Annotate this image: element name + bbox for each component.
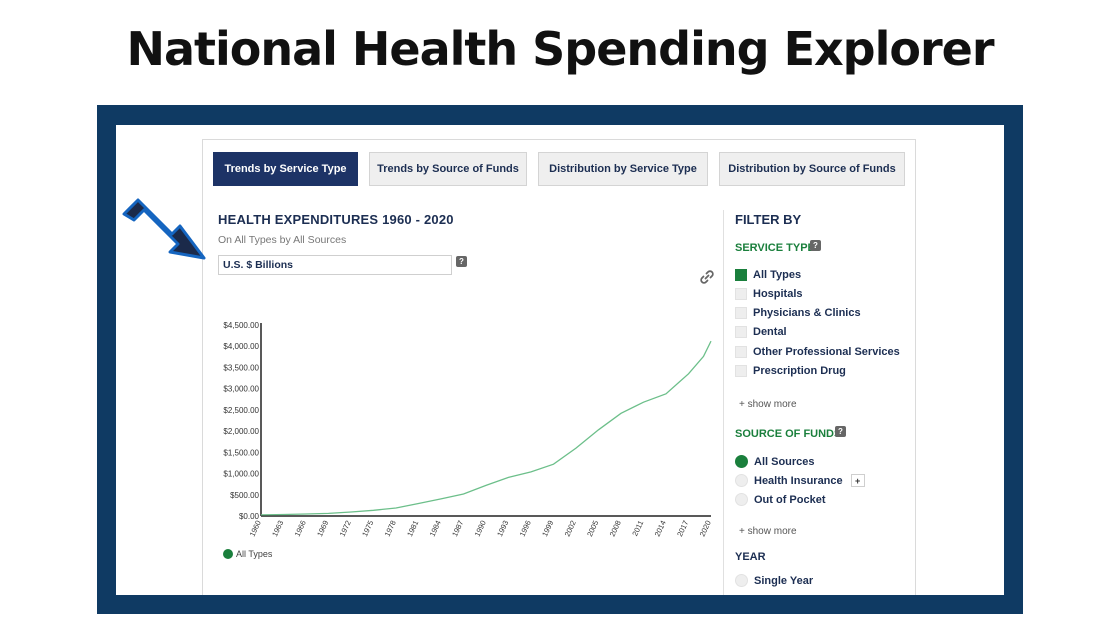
option-label: All Sources <box>754 455 815 468</box>
y-tick-label: $500.00 <box>230 491 259 500</box>
x-tick-label: 1999 <box>540 519 555 538</box>
x-tick-label: 1978 <box>383 519 398 538</box>
pointer-arrow-icon <box>122 198 206 260</box>
x-tick-label: 2011 <box>630 519 645 537</box>
x-tick-label: 2017 <box>675 519 690 538</box>
checkbox-icon[interactable] <box>735 326 747 338</box>
y-tick-label: $1,500.00 <box>223 448 259 457</box>
checkbox-icon[interactable] <box>735 269 747 281</box>
checkbox-icon[interactable] <box>735 346 747 358</box>
option-label: Physicians & Clinics <box>753 307 861 319</box>
source-option-out-of-pocket[interactable]: Out of Pocket <box>735 493 826 506</box>
expenditures-line-chart: $0.00 $500.00 $1,000.00 $1,500.00 $2,000.00 $… <box>223 321 713 538</box>
option-label: Single Year <box>754 574 814 587</box>
option-label: Hospitals <box>753 288 803 300</box>
service-type-option-hospitals[interactable]: Hospitals <box>735 288 803 300</box>
y-tick-label: $3,000.00 <box>223 385 259 394</box>
option-label: Out of Pocket <box>754 493 826 506</box>
legend-label-all-types: All Types <box>236 549 273 559</box>
tab-trends-by-service-type[interactable]: Trends by Service Type <box>213 152 358 186</box>
y-tick-label: $2,500.00 <box>223 406 259 415</box>
x-tick-label: 1990 <box>473 519 488 538</box>
service-type-option-other-professional[interactable]: Other Professional Services <box>735 346 900 358</box>
x-tick-label: 1972 <box>338 519 353 538</box>
source-of-funds-help-icon[interactable]: ? <box>835 426 846 437</box>
filter-divider <box>723 210 724 595</box>
year-heading: YEAR <box>735 551 766 563</box>
x-tick-label: 2020 <box>698 519 713 538</box>
tab-distribution-by-source-of-funds[interactable]: Distribution by Source of Funds <box>719 152 905 186</box>
option-label: Other Professional Services <box>753 346 900 358</box>
x-tick-label: 1987 <box>450 519 465 538</box>
service-type-show-more[interactable]: + show more <box>739 399 797 410</box>
year-option-single-year[interactable]: Single Year <box>735 574 813 587</box>
service-type-option-all-types[interactable]: All Types <box>735 269 801 281</box>
service-type-option-prescription-drug[interactable]: Prescription Drug <box>735 365 846 377</box>
option-label: Prescription Drug <box>753 365 846 377</box>
x-tick-label: 1963 <box>270 519 285 538</box>
option-label: Dental <box>753 326 787 338</box>
radio-icon[interactable] <box>735 493 748 506</box>
x-tick-label: 1993 <box>495 519 510 538</box>
checkbox-icon[interactable] <box>735 307 747 319</box>
x-tick-label: 1960 <box>248 519 263 538</box>
y-tick-label: $3,500.00 <box>223 363 259 372</box>
y-tick-label: $2,000.00 <box>223 427 259 436</box>
chart-subtitle: On All Types by All Sources <box>218 234 347 246</box>
explorer-panel: Trends by Service Type Trends by Source … <box>202 139 916 595</box>
source-option-health-insurance[interactable]: Health Insurance + <box>735 474 865 487</box>
option-label: Health Insurance <box>754 474 843 487</box>
page-headline: National Health Spending Explorer <box>126 22 994 76</box>
radio-icon[interactable] <box>735 455 748 468</box>
chart-title: HEALTH EXPENDITURES 1960 - 2020 <box>218 212 454 227</box>
radio-icon[interactable] <box>735 574 748 587</box>
x-tick-label: 1984 <box>428 519 443 538</box>
x-tick-label: 1975 <box>360 519 375 538</box>
y-tick-label: $4,500.00 <box>223 321 259 330</box>
tab-distribution-by-service-type[interactable]: Distribution by Service Type <box>538 152 708 186</box>
x-tick-label: 1966 <box>293 519 308 538</box>
x-tick-label: 1969 <box>315 519 330 538</box>
series-line-all-types <box>260 340 712 516</box>
radio-icon[interactable] <box>735 474 748 487</box>
x-tick-label: 2005 <box>585 519 600 538</box>
chart-legend: All Types <box>223 549 272 559</box>
service-type-option-physicians-clinics[interactable]: Physicians & Clinics <box>735 307 861 319</box>
units-select-value: U.S. $ Billions <box>223 259 294 271</box>
y-tick-label: $0.00 <box>239 512 260 521</box>
x-tick-label: 2008 <box>608 519 623 538</box>
service-type-help-icon[interactable]: ? <box>810 240 821 251</box>
source-option-all-sources[interactable]: All Sources <box>735 455 815 468</box>
source-of-funds-show-more[interactable]: + show more <box>739 526 797 537</box>
y-tick-label: $1,000.00 <box>223 470 259 479</box>
x-tick-label: 1996 <box>518 519 533 538</box>
checkbox-icon[interactable] <box>735 365 747 377</box>
x-tick-label: 2014 <box>653 519 668 538</box>
checkbox-icon[interactable] <box>735 288 747 300</box>
units-help-icon[interactable]: ? <box>456 256 467 267</box>
units-select[interactable]: U.S. $ Billions <box>218 255 452 275</box>
service-type-heading: SERVICE TYPE <box>735 242 815 254</box>
service-type-option-dental[interactable]: Dental <box>735 326 787 338</box>
filter-title: FILTER BY <box>735 212 802 227</box>
x-tick-label: 2002 <box>563 519 578 538</box>
option-label: All Types <box>753 269 802 281</box>
x-tick-label: 1981 <box>405 519 420 538</box>
app-screen: Trends by Service Type Trends by Source … <box>116 125 1004 595</box>
expand-plus-icon[interactable]: + <box>850 474 865 487</box>
source-of-funds-heading: SOURCE OF FUNDS <box>735 428 842 440</box>
y-tick-label: $4,000.00 <box>223 342 259 351</box>
tab-trends-by-source-of-funds[interactable]: Trends by Source of Funds <box>369 152 527 186</box>
legend-swatch-all-types <box>223 549 233 559</box>
share-link-icon[interactable] <box>699 269 715 285</box>
